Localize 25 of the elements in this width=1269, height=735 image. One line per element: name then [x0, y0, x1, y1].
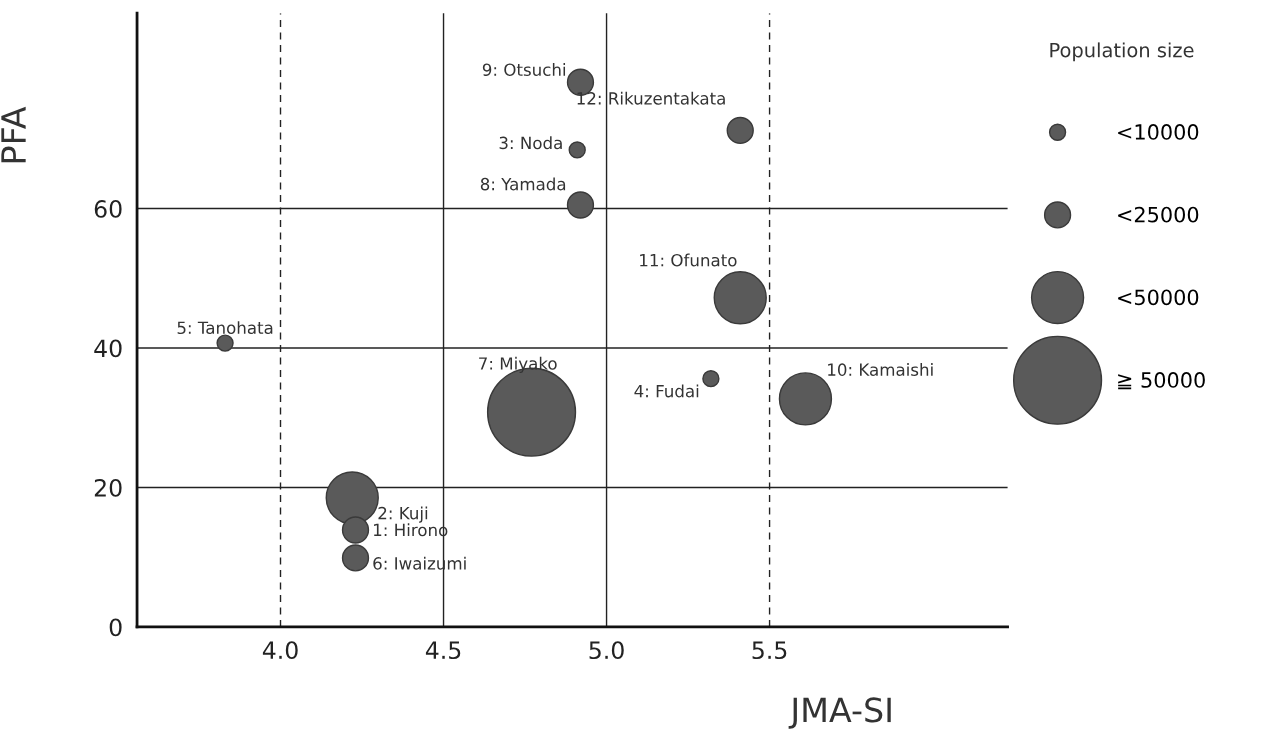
y-tick-label: 20 [94, 478, 122, 497]
x-axis-title: JMA-SI [788, 697, 891, 729]
x-tick-label: 5.0 [589, 641, 624, 660]
x-tick-label: 4.5 [425, 641, 461, 660]
legend-label: <25000 [1118, 206, 1199, 223]
annotation: 5: Tanohata [177, 321, 273, 335]
legend-label: <10000 [1118, 124, 1199, 140]
annotation: 8: Yamada [480, 177, 566, 191]
y-axis-title: PFA [1, 106, 26, 163]
annotation: 11: Ofunato [640, 253, 737, 267]
legend-title: Population size [1050, 42, 1194, 62]
annotation: 9: Otsuchi [482, 63, 566, 76]
annotation: 4: Fudai [634, 384, 699, 398]
y-tick-label: 40 [94, 339, 122, 358]
annotation: 10: Kamaishi [828, 363, 933, 376]
y-tick-label: 60 [94, 199, 122, 218]
x-tick-label: 5.5 [752, 641, 787, 660]
legend-label: <50000 [1118, 289, 1199, 306]
annotation: 2: Kuji [378, 506, 428, 523]
annotation: 7: Miyako [479, 356, 557, 373]
annotation: 12: Rikuzentakata [577, 91, 725, 105]
y-tick-label: 0 [109, 618, 122, 637]
x-tick-label: 4.0 [262, 641, 298, 660]
annotation: 3: Noda [499, 136, 562, 150]
legend-label: ≧ 50000 [1118, 372, 1205, 390]
